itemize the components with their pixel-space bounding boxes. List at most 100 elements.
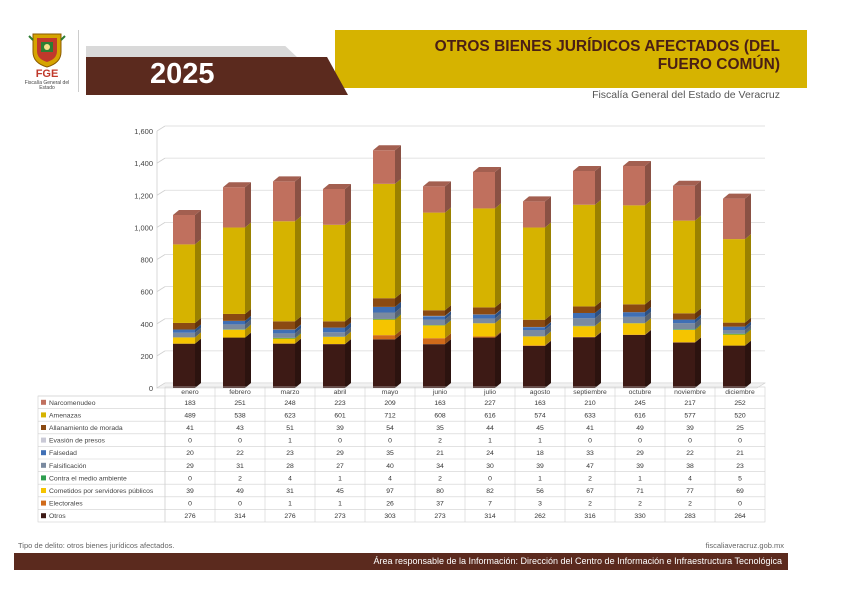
bar-segment-side <box>495 331 501 338</box>
data-label: 26 <box>386 501 394 508</box>
bar-segment <box>623 304 645 313</box>
bar-segment-side <box>395 314 401 336</box>
bar-segment-side <box>745 321 751 331</box>
bar-segment-side <box>195 327 201 338</box>
data-label: 0 <box>738 501 742 508</box>
bar-segment <box>423 316 445 320</box>
data-label: 283 <box>684 513 696 520</box>
bar-segment <box>723 322 745 327</box>
data-label: 4 <box>288 475 292 482</box>
data-label: 39 <box>336 425 344 432</box>
legend-label: Otros <box>49 513 66 520</box>
fge-logo: FGE Fiscalía General del Estado <box>24 30 70 92</box>
bar-segment-side <box>745 234 751 323</box>
bar-segment-side <box>545 331 551 346</box>
bar-segment-side <box>545 222 551 320</box>
data-label: 248 <box>284 400 296 407</box>
legend-label: Cometidos por servidores públicos <box>49 488 154 495</box>
bar-segment-side <box>445 320 451 326</box>
bar-segment-side <box>445 333 451 345</box>
data-label: 0 <box>388 438 392 445</box>
bar-segment-side <box>395 334 401 388</box>
bar-segment-side <box>295 338 301 388</box>
x-tick-label: junio <box>432 389 448 396</box>
logo-text: FGE <box>35 68 59 80</box>
bar-segment <box>273 329 295 334</box>
bar-segment <box>473 318 495 324</box>
bar-segment <box>473 336 495 338</box>
bar-segment-side <box>595 331 601 338</box>
data-label: 163 <box>434 400 446 407</box>
bar-segment <box>573 337 595 388</box>
data-label: 4 <box>688 475 692 482</box>
legend-label: Evasión de presos <box>49 438 106 445</box>
bar-segment-side <box>195 317 201 330</box>
bar-segment <box>423 325 445 339</box>
data-label: 39 <box>636 463 644 470</box>
data-label: 314 <box>234 513 246 520</box>
bar-segment <box>323 327 345 333</box>
bar-segment-side <box>445 314 451 326</box>
x-tick-label: marzo <box>281 389 300 396</box>
y-tick-label: 0 <box>149 384 153 393</box>
data-label: 0 <box>338 438 342 445</box>
logo-subtext: Fiscalía General del Estado <box>24 80 70 91</box>
bar-segment <box>573 204 595 307</box>
bar-segment-side <box>745 329 751 346</box>
bar-segment <box>273 337 295 339</box>
bar-segment-side <box>495 203 501 308</box>
bar-segment-side <box>695 318 701 330</box>
data-label: 56 <box>536 488 544 495</box>
bar-segment-side <box>495 302 501 315</box>
bar-segment <box>523 330 545 337</box>
footer-website[interactable]: fiscaliaveracruz.gob.mx <box>705 541 784 550</box>
bar-segment <box>173 343 195 388</box>
data-label: 633 <box>584 412 596 419</box>
bar-segment <box>173 322 195 330</box>
bar-segment-side <box>645 200 651 305</box>
data-label: 29 <box>186 463 194 470</box>
data-label: 262 <box>534 513 546 520</box>
data-label: 39 <box>186 488 194 495</box>
data-label: 223 <box>334 400 346 407</box>
page-title: OTROS BIENES JURÍDICOS AFECTADOS (DEL FU… <box>434 38 780 73</box>
bar-segment <box>723 334 745 346</box>
bar-top <box>223 182 251 188</box>
bar-top <box>423 181 451 187</box>
bar-segment <box>373 339 395 388</box>
data-label: 80 <box>436 488 444 495</box>
data-label: 712 <box>384 412 396 419</box>
data-label: 1 <box>538 438 542 445</box>
data-label: 577 <box>684 412 696 419</box>
bar-top <box>273 176 301 182</box>
x-tick-label: agosto <box>530 389 551 396</box>
bar-segment <box>423 319 445 326</box>
bar-segment-side <box>595 321 601 337</box>
bar-segment-side <box>545 331 551 337</box>
legend-swatch <box>41 450 46 456</box>
data-label: 0 <box>188 475 192 482</box>
bar-top <box>623 161 651 167</box>
legend-swatch <box>41 412 46 418</box>
bar-segment <box>223 324 245 330</box>
x-tick-label: mayo <box>382 389 399 396</box>
bar-segment-side <box>395 330 401 340</box>
bar-segment <box>573 306 595 313</box>
data-label: 0 <box>188 501 192 508</box>
bar-segment-side <box>445 311 451 320</box>
bar-segment <box>223 187 245 228</box>
data-label: 20 <box>186 450 194 457</box>
bar-segment <box>173 244 195 323</box>
bar-segment-side <box>745 328 751 335</box>
bar-top <box>473 166 501 172</box>
bar-segment <box>173 332 195 338</box>
y-tick-label: 1,600 <box>134 127 153 136</box>
data-label: 0 <box>238 501 242 508</box>
data-label: 0 <box>588 438 592 445</box>
data-label: 1 <box>538 475 542 482</box>
bar-segment <box>273 181 295 222</box>
data-label: 22 <box>686 450 694 457</box>
bar-segment <box>673 313 695 320</box>
bar-segment <box>473 208 495 308</box>
data-label: 21 <box>436 450 444 457</box>
